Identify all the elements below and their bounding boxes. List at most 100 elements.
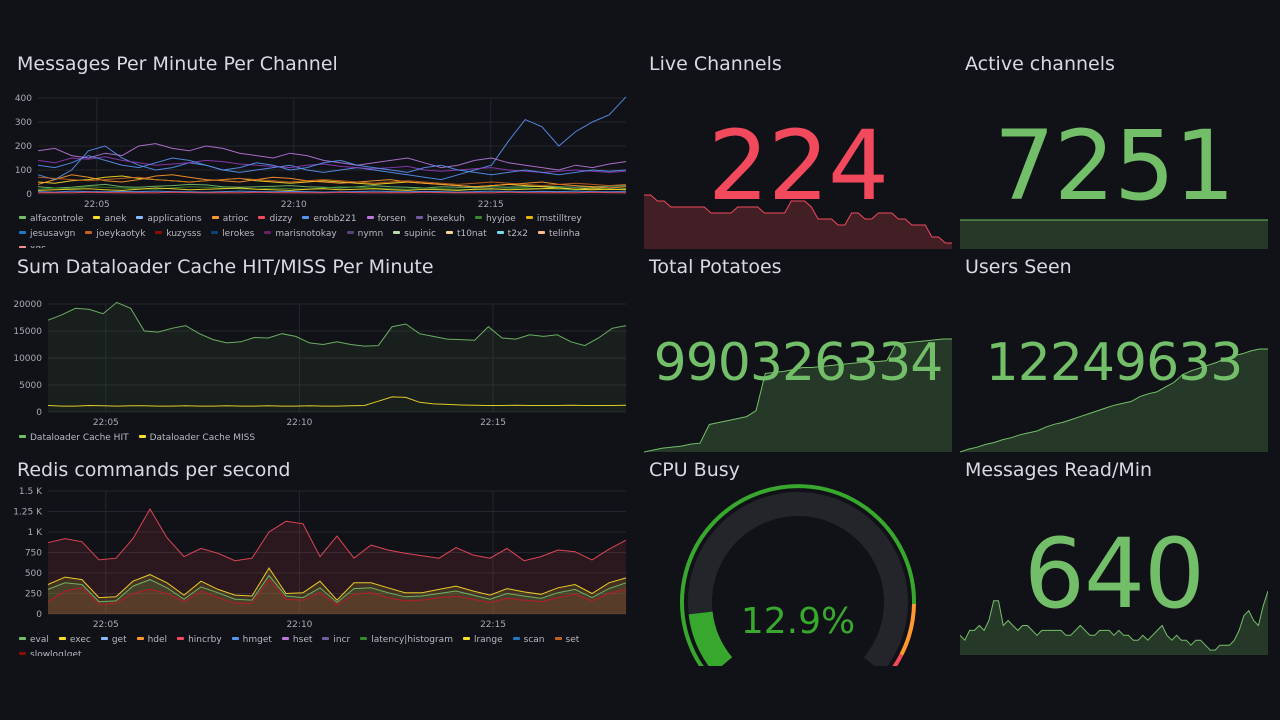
users-seen-sparkline — [960, 348, 1268, 453]
x-tick-label: 22:05 — [93, 620, 119, 630]
legend-item[interactable]: Dataloader Cache MISS — [138, 431, 255, 446]
sparkline-line — [644, 194, 952, 244]
cache-chart[interactable]: 0 5000 10000 15000 20000 22:05 22:10 22:15 — [12, 289, 632, 439]
legend-item[interactable]: telinha — [537, 227, 580, 242]
legend-item[interactable]: set — [554, 633, 579, 648]
y-tick-label: 15000 — [13, 327, 42, 337]
legend-label: alfacontrole — [30, 214, 84, 224]
y-tick-label: 10000 — [13, 354, 42, 364]
legend-swatch — [346, 231, 354, 234]
legend-item[interactable]: supinic — [393, 227, 436, 242]
legend-label: lerokes — [222, 229, 255, 239]
total-potatoes-panel[interactable]: Total Potatoes 990326334 — [644, 253, 952, 453]
legend-item[interactable]: nymn — [346, 227, 383, 242]
cpu-busy-panel[interactable]: CPU Busy 12.9% — [644, 456, 952, 666]
legend-item[interactable]: joeykaotyk — [85, 227, 145, 242]
series-line — [37, 155, 627, 176]
legend-item[interactable]: hyyjoe — [474, 212, 516, 227]
y-tick-label: 0 — [26, 190, 32, 200]
messages-panel[interactable]: Messages Per Minute Per Channel 0 100 200 3… — [12, 50, 632, 248]
series-line — [47, 578, 627, 606]
cache-legend: Dataloader Cache HIT Dataloader Cache MIS… — [19, 431, 624, 446]
series-area — [48, 302, 626, 412]
legend-item[interactable]: t2x2 — [496, 227, 528, 242]
redis-legend: eval exec get hdel hincrby hmget hset incr laten… — [19, 633, 624, 656]
legend-item[interactable]: marisnotokay — [264, 227, 337, 242]
legend-label: dizzy — [269, 214, 293, 224]
legend-label: erobb221 — [313, 214, 357, 224]
legend-item[interactable]: hdel — [136, 633, 168, 648]
active-channels-panel[interactable]: Active channels 7251 — [960, 50, 1268, 250]
legend-item[interactable]: latency|histogram — [360, 633, 453, 648]
legend-item[interactable]: hmget — [231, 633, 272, 648]
live-channels-sparkline — [644, 194, 952, 249]
legend-item[interactable]: exec — [58, 633, 91, 648]
legend-item[interactable]: erobb221 — [302, 212, 357, 227]
legend-item[interactable]: Dataloader Cache HIT — [19, 431, 129, 446]
legend-label: anek — [104, 214, 127, 224]
series-area — [48, 568, 626, 614]
series-line — [37, 156, 627, 173]
legend-swatch — [525, 216, 533, 219]
messages-read-panel[interactable]: Messages Read/Min 640 — [960, 456, 1268, 658]
legend-item[interactable]: kuzysss — [155, 227, 201, 242]
legend-item[interactable]: scan — [512, 633, 545, 648]
legend-label: t10nat — [456, 229, 487, 239]
legend-swatch — [231, 637, 239, 640]
panel-title: Redis commands per second — [17, 459, 291, 481]
legend-item[interactable]: alfacontrole — [19, 212, 83, 227]
legend-item[interactable]: lerokes — [211, 227, 254, 242]
legend-swatch — [155, 231, 163, 234]
legend-swatch — [93, 216, 101, 219]
legend-item[interactable]: incr — [322, 633, 350, 648]
y-tick-label: 0 — [36, 408, 42, 418]
legend-swatch — [177, 637, 185, 640]
legend-item[interactable]: hexekuh — [415, 212, 465, 227]
legend-item[interactable]: anek — [93, 212, 126, 227]
legend-swatch — [537, 231, 545, 234]
y-tick-label: 5000 — [19, 381, 42, 391]
gauge-threshold-band — [680, 484, 917, 666]
legend-item[interactable]: forsen — [366, 212, 406, 227]
series-line — [37, 187, 627, 191]
gauge-value-arc — [688, 611, 733, 666]
legend-item[interactable]: atrioc — [211, 212, 248, 227]
y-tick-label: 500 — [25, 569, 42, 579]
legend-item[interactable]: t10nat — [445, 227, 487, 242]
legend-item[interactable]: dizzy — [258, 212, 292, 227]
legend-item[interactable]: applications — [136, 212, 202, 227]
legend-item[interactable]: hset — [281, 633, 313, 648]
legend-label: imstilltrey — [536, 214, 582, 224]
series-line — [47, 574, 627, 604]
cache-panel[interactable]: Sum Dataloader Cache HIT/MISS Per Minute… — [12, 253, 632, 451]
y-tick-label: 1.25 K — [13, 508, 43, 518]
legend-item[interactable]: hincrby — [177, 633, 222, 648]
sparkline-line — [644, 338, 952, 453]
legend-label: hdel — [147, 635, 168, 645]
legend-item[interactable]: jesusavgn — [19, 227, 75, 242]
total-potatoes-sparkline — [644, 338, 952, 453]
legend-item[interactable]: slowlog|get — [19, 648, 82, 656]
redis-chart[interactable]: 0 250 500 750 1 K 1.25 K 1.5 K 22:05 22:10 22:15 — [12, 484, 632, 634]
redis-panel[interactable]: Redis commands per second 0 250 500 750 1 K 1… — [12, 456, 632, 656]
panel-title: Messages Per Minute Per Channel — [17, 53, 338, 75]
legend-item[interactable]: eval — [19, 633, 49, 648]
users-seen-value: 12249633 — [985, 333, 1244, 393]
series-line — [37, 176, 627, 187]
legend-swatch — [19, 216, 26, 219]
users-seen-panel[interactable]: Users Seen 12249633 — [960, 253, 1268, 453]
gauge-threshold-band — [892, 653, 904, 666]
legend-label: hset — [292, 635, 313, 645]
x-tick-label: 22:10 — [286, 418, 312, 428]
y-tick-label: 1 K — [28, 528, 44, 538]
legend-swatch — [393, 231, 401, 234]
live-channels-panel[interactable]: Live Channels 224 — [644, 50, 952, 250]
messages-chart[interactable]: 0 100 200 300 400 22:05 22:10 22:15 — [12, 86, 632, 246]
legend-item[interactable]: imstilltrey — [525, 212, 582, 227]
y-tick-label: 250 — [25, 590, 42, 600]
legend-item[interactable]: xqc — [19, 242, 46, 248]
legend-item[interactable]: get — [100, 633, 127, 648]
legend-label: hexekuh — [426, 214, 465, 224]
legend-item[interactable]: lrange — [462, 633, 503, 648]
cpu-gauge — [680, 484, 917, 666]
